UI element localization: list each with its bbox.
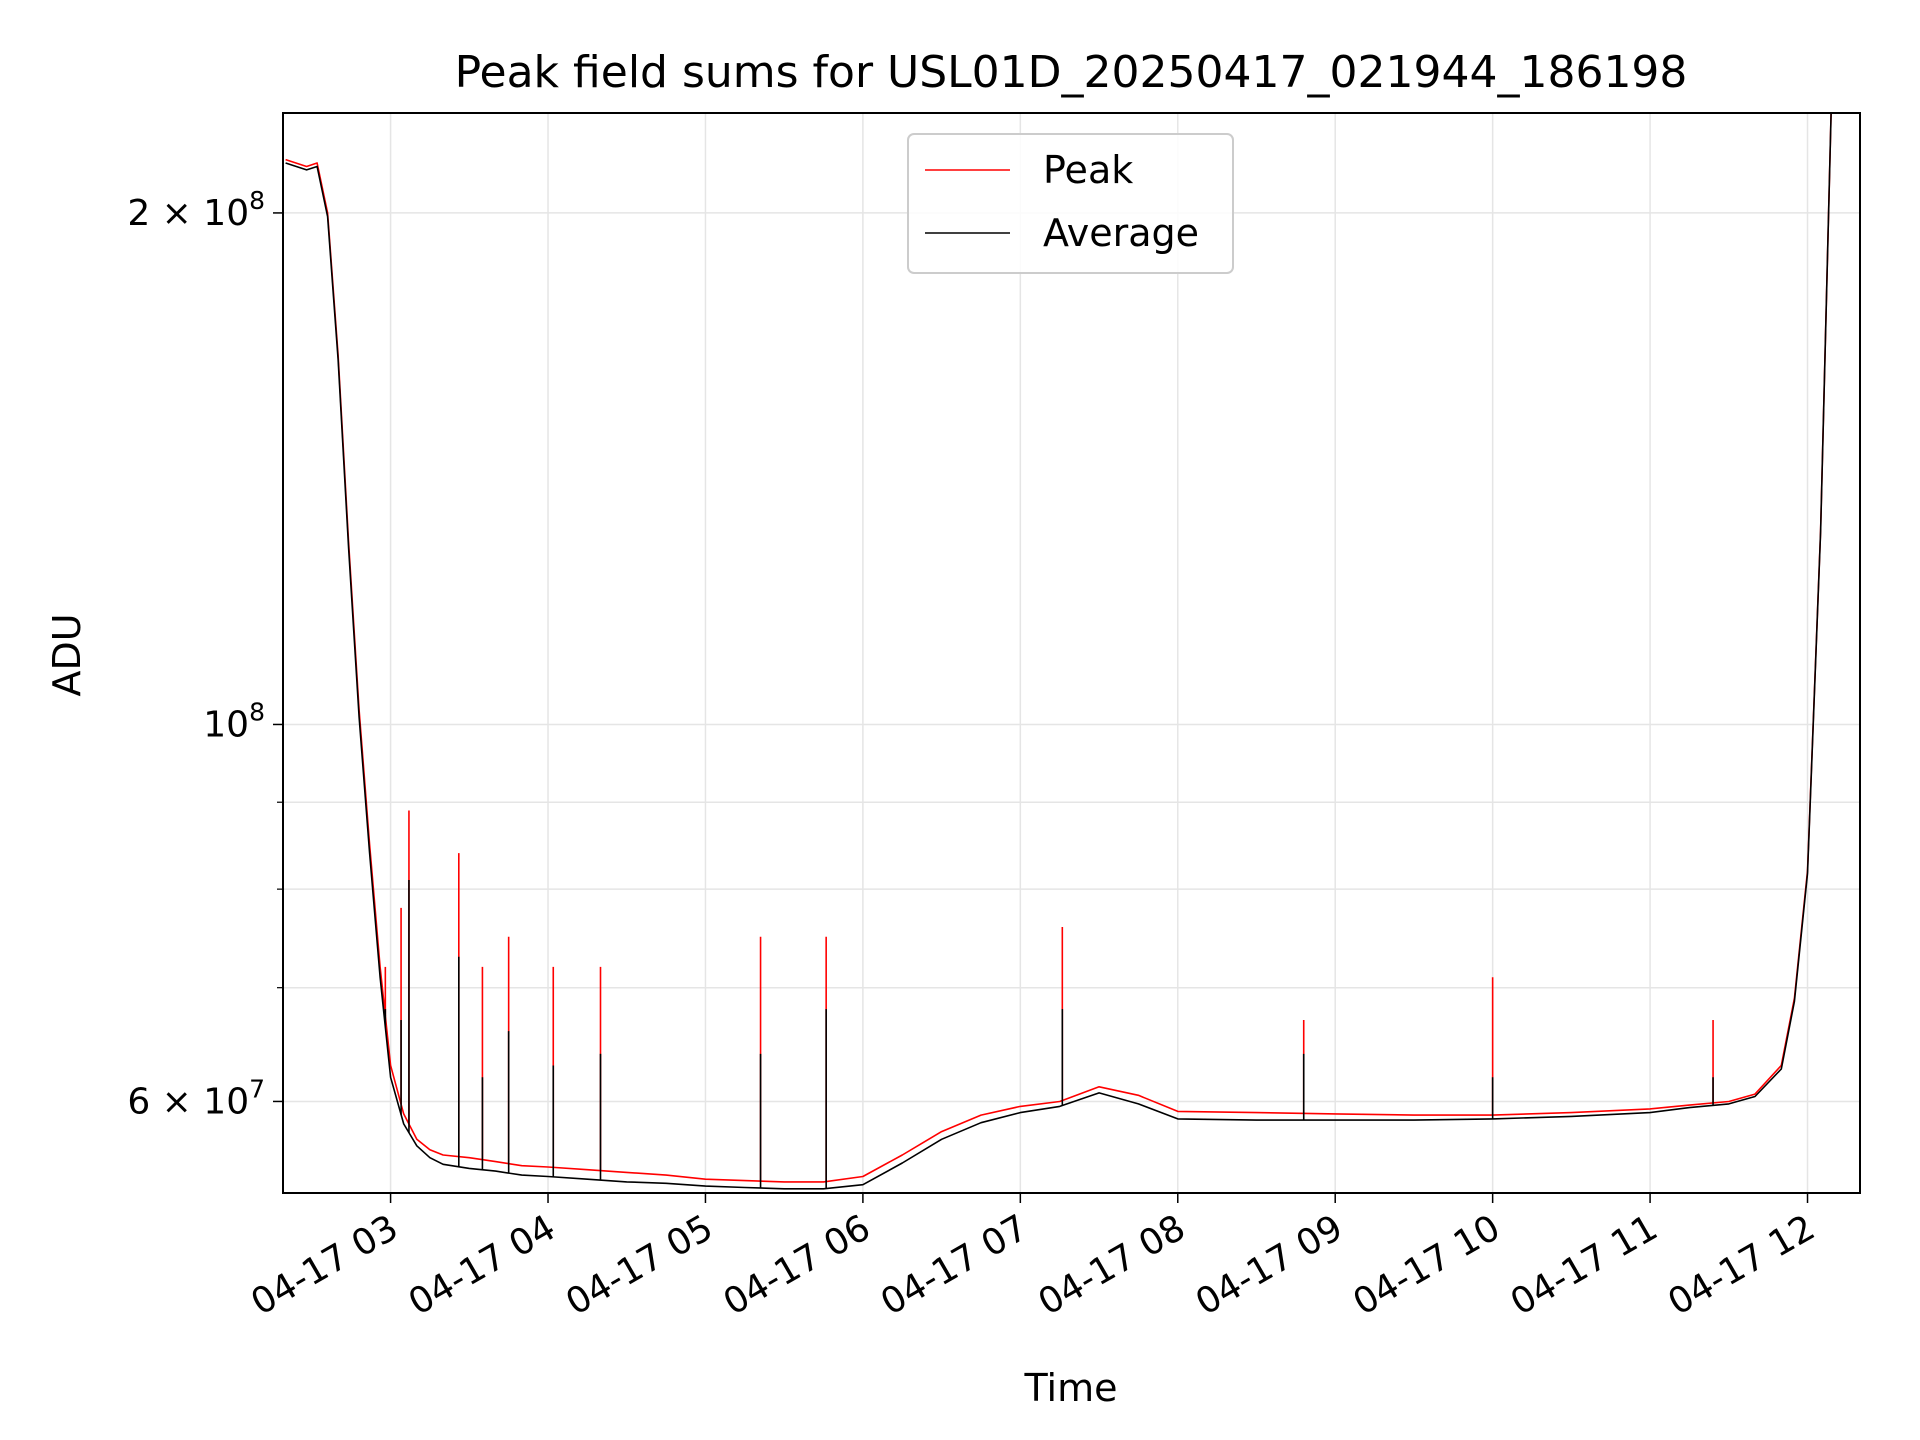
series-line-average [285, 113, 1832, 1190]
series-layer [285, 113, 1832, 1190]
legend-label-average: Average [1043, 211, 1199, 255]
y-tick-label: 6 × 107 [127, 1074, 265, 1122]
grid [283, 113, 1860, 1193]
x-axis-label: Time [1024, 1366, 1118, 1410]
y-tick-label: 2 × 108 [127, 186, 265, 234]
chart-title: Peak field sums for USL01D_20250417_0219… [455, 47, 1688, 98]
plot-frame [282, 112, 1861, 1194]
legend: Peak Average [907, 133, 1234, 274]
y-axis-label: ADU [45, 613, 89, 696]
y-tick-label: 108 [203, 697, 265, 745]
y-axis-ticks: 6 × 107 108 2 × 108 [127, 186, 283, 1122]
legend-box [907, 133, 1234, 274]
series-line-peak [285, 113, 1832, 1183]
legend-label-peak: Peak [1043, 148, 1133, 192]
